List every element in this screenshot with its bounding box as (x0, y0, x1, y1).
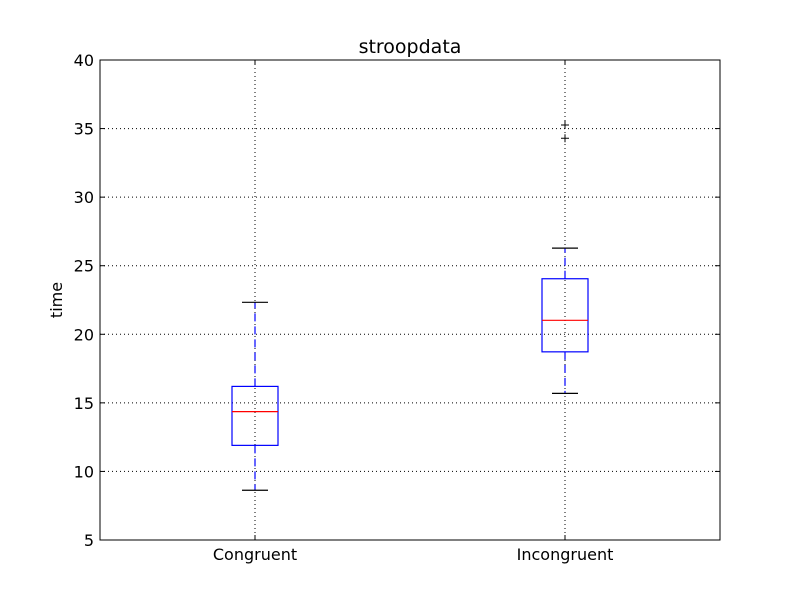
y-tick-label: 25 (74, 257, 94, 276)
y-tick-label: 30 (74, 188, 94, 207)
plot-area (100, 60, 720, 540)
x-tick-label: Congruent (213, 545, 297, 564)
box-incongruent (541, 121, 589, 394)
y-tick-label: 40 (74, 51, 94, 70)
y-tick-label: 10 (74, 462, 94, 481)
box-congruent (231, 301, 279, 491)
y-tick-label: 20 (74, 325, 94, 344)
outlier-point (561, 134, 569, 143)
box-layer (231, 121, 589, 491)
iqr-box (541, 278, 589, 353)
tick-layer: 5 10 15 20 25 30 35 40 Congruent Incongruent (74, 51, 720, 564)
iqr-box (231, 385, 279, 446)
y-axis-label: time (47, 282, 66, 318)
outlier-point (561, 121, 569, 130)
y-tick-label: 15 (74, 394, 94, 413)
axes-frame (99, 59, 721, 541)
y-tick-label: 5 (84, 531, 94, 550)
y-tick-label: 35 (74, 120, 94, 139)
chart-title: stroopdata (359, 36, 462, 58)
x-tick-label: Incongruent (517, 545, 614, 564)
